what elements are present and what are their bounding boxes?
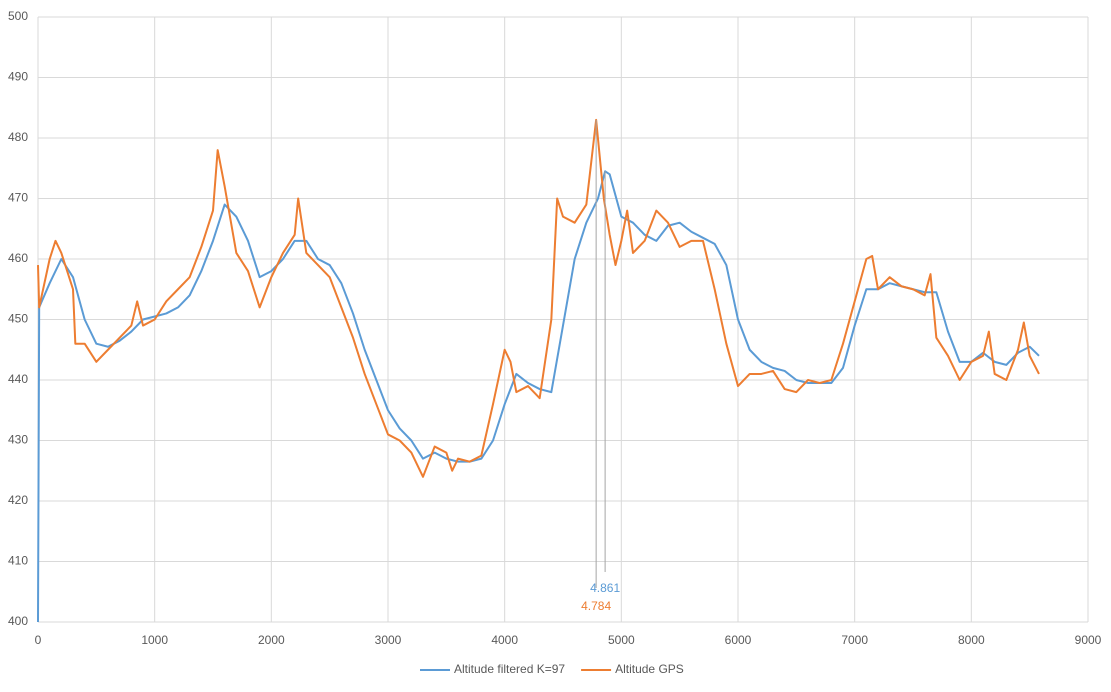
x-tick-label: 5000 (608, 633, 635, 647)
line-series (37, 170, 1040, 623)
line-series (37, 118, 1040, 478)
x-tick-label: 7000 (841, 633, 868, 647)
annotation-label: 4.784 (581, 599, 611, 613)
x-tick-label: 3000 (375, 633, 402, 647)
x-tick-label: 4000 (491, 633, 518, 647)
y-tick-label: 410 (8, 554, 28, 568)
y-tick-label: 450 (8, 312, 28, 326)
y-tick-label: 440 (8, 372, 28, 386)
y-tick-label: 500 (8, 9, 28, 23)
x-tick-label: 6000 (725, 633, 752, 647)
annotation-label: 4.861 (590, 581, 620, 595)
x-tick-label: 8000 (958, 633, 985, 647)
legend-label: Altitude filtered K=97 (454, 662, 565, 676)
y-tick-label: 470 (8, 191, 28, 205)
x-tick-label: 9000 (1075, 633, 1102, 647)
x-tick-label: 0 (35, 633, 42, 647)
y-tick-label: 420 (8, 493, 28, 507)
y-tick-label: 460 (8, 251, 28, 265)
y-tick-label: 480 (8, 130, 28, 144)
x-tick-label: 1000 (141, 633, 168, 647)
x-tick-label: 2000 (258, 633, 285, 647)
y-tick-label: 430 (8, 433, 28, 447)
y-tick-label: 490 (8, 70, 28, 84)
y-tick-label: 400 (8, 614, 28, 628)
legend-label: Altitude GPS (615, 662, 684, 676)
